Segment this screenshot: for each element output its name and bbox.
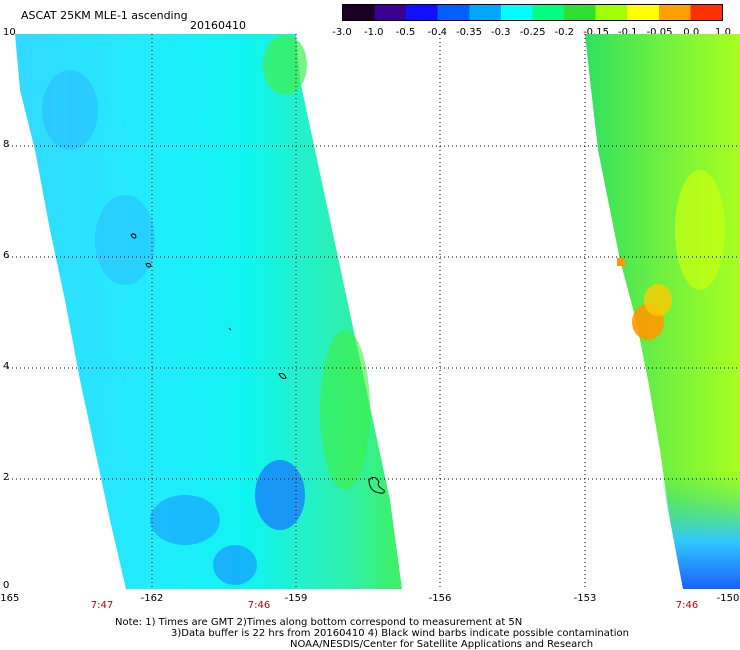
map-date: 20160410: [190, 19, 246, 32]
high-value-patch: [263, 35, 307, 95]
x-tick-label: -159: [284, 593, 308, 604]
colorbar-tick-label: -0.4: [427, 27, 448, 38]
x-tick-label: -153: [573, 593, 597, 604]
colorbar-tick-label: -0.3: [490, 27, 511, 38]
colorbar-tick-label: -0.1: [617, 27, 638, 38]
colorbar-tick-label: -0.25: [519, 27, 546, 38]
note-line-3: NOAA/NESDIS/Center for Satellite Applica…: [290, 639, 594, 650]
high-value-patch: [675, 170, 725, 290]
time-label: 7:46: [675, 600, 699, 611]
x-tick-label: -156: [428, 593, 452, 604]
low-value-patch: [42, 70, 98, 150]
y-tick-label: 0: [3, 580, 10, 591]
y-tick-label: 6: [3, 250, 10, 261]
colorbar-tick-label: -3.0: [332, 27, 352, 38]
swath-left: [15, 34, 402, 589]
x-tick-label: -162: [140, 593, 164, 604]
low-value-patch: [150, 495, 220, 545]
y-tick-label: 4: [3, 361, 10, 372]
colorbar-tick-label: -0.35: [456, 27, 482, 38]
y-tick-label: 2: [3, 472, 10, 483]
graticule: [8, 34, 740, 589]
y-tick-label: 10: [3, 27, 16, 38]
colorbar-tick-label: -1.0: [363, 27, 384, 38]
low-value-patch: [255, 460, 305, 530]
time-label: 7:46: [247, 600, 271, 611]
low-value-patch: [213, 545, 257, 585]
colorbar-tick-label: -0.5: [395, 27, 416, 38]
colorbar-tick-label: -0.15: [583, 27, 609, 38]
x-tick-label: -150: [716, 593, 740, 604]
colorbar-tick-label: -0.05: [646, 27, 673, 38]
note-line-1: Note: 1) Times are GMT 2)Times along bot…: [115, 617, 523, 628]
swath-right-blue: [660, 470, 740, 589]
colorbar-tick-label: 0.0: [683, 27, 700, 38]
map-title: ASCAT 25KM MLE-1 ascending: [21, 9, 188, 22]
note-line-2: 3)Data buffer is 22 hrs from 20160410 4)…: [171, 628, 629, 639]
high-value-patch: [320, 330, 370, 490]
colorbar-tick-label: 1.0: [715, 27, 731, 38]
colorbar-tick-label: -0.2: [554, 27, 575, 38]
x-tick-label: -165: [0, 593, 20, 604]
low-value-patch: [95, 195, 155, 285]
colorbar: [342, 4, 723, 21]
peak-value-cell: [617, 258, 625, 266]
time-label: 7:47: [90, 600, 114, 611]
y-tick-label: 8: [3, 139, 10, 150]
peak-value-patch: [644, 284, 672, 316]
